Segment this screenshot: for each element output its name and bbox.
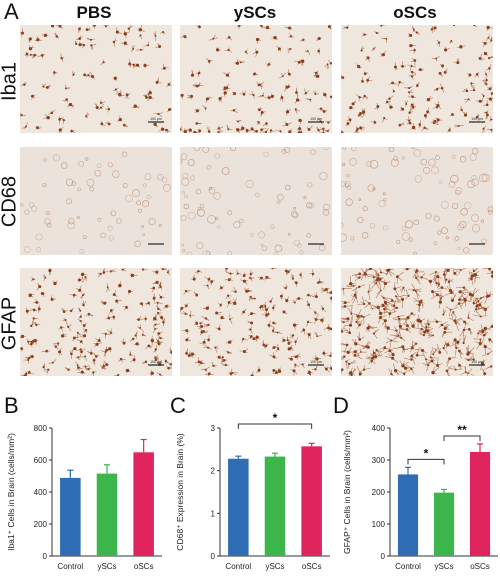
x-tick-label: Control xyxy=(225,562,251,571)
x-tick-label: ySCs xyxy=(434,562,453,571)
x-tick-label: ySCs xyxy=(97,562,116,571)
micrograph-gfap-pbs: 100 µm xyxy=(20,268,172,376)
y-tick-label: 2 xyxy=(211,467,216,476)
micrograph-cd68-yscs xyxy=(180,147,332,255)
y-axis-label: CD68⁺ Expression in Brain (%) xyxy=(175,433,185,551)
significance-label: * xyxy=(424,446,429,460)
y-tick-label: 3 xyxy=(211,424,216,433)
y-tick-label: 200 xyxy=(372,488,386,497)
significance-label: * xyxy=(273,411,278,425)
panel-label-b: B xyxy=(4,393,19,418)
micrograph-gfap-oscs: 100 µm xyxy=(341,268,493,376)
y-tick-label: 200 xyxy=(34,520,48,529)
bar-yscs xyxy=(433,492,455,556)
y-tick-label: 300 xyxy=(372,456,386,465)
x-tick-label: Control xyxy=(57,562,83,571)
significance-bracket xyxy=(407,458,445,465)
panel-label-a: A xyxy=(4,0,19,24)
x-tick-label: Control xyxy=(395,562,421,571)
bar-yscs xyxy=(264,456,286,556)
bar-control xyxy=(397,474,419,556)
row-header-iba1: Iba1 xyxy=(0,62,21,101)
x-tick-label: oSCs xyxy=(470,562,490,571)
chart-cd68: 0 1 2 3 CD68⁺ Expression in Brain (%) Control… xyxy=(175,411,330,571)
bar-oscs xyxy=(133,452,154,556)
chart-gfap: 0 100 200 300 400 GFAP⁺ Cells in Brain (cells… xyxy=(342,423,498,571)
y-tick-label: 600 xyxy=(34,456,48,465)
micrograph-iba1-oscs: 100 µm xyxy=(341,25,493,133)
micrograph-iba1-yscs: 100 µm xyxy=(180,25,332,133)
scale-bar-label: 100 µm xyxy=(150,360,162,364)
micrograph-iba1-pbs: 100 µm xyxy=(20,25,172,133)
micrograph-cd68-oscs xyxy=(341,147,493,255)
y-tick-label: 400 xyxy=(34,488,48,497)
chart-iba1: 0 200 400 600 800 Iba1⁺ Cells in Brain (cells… xyxy=(6,424,162,571)
column-header-pbs: PBS xyxy=(76,3,112,22)
row-header-gfap: GFAP xyxy=(0,296,21,351)
y-tick-label: 0 xyxy=(43,552,48,561)
bar-oscs xyxy=(301,446,322,556)
y-tick-label: 0 xyxy=(211,552,216,561)
significance-label: ** xyxy=(457,423,467,437)
bar-oscs xyxy=(469,452,491,556)
significance-bracket xyxy=(443,435,481,441)
scale-bar-label: 100 µm xyxy=(471,117,483,121)
y-tick-label: 100 xyxy=(372,520,386,529)
y-tick-label: 800 xyxy=(34,424,48,433)
row-header-cd68: CD68 xyxy=(0,175,21,228)
x-tick-label: oSCs xyxy=(134,562,154,571)
y-axis-label: Iba1⁺ Cells in Brain (cells/mm²) xyxy=(6,433,16,551)
x-tick-label: oSCs xyxy=(302,562,322,571)
y-axis-label: GFAP⁺ Cells in Brain (cells/mm²) xyxy=(342,430,352,554)
micrograph-gfap-yscs: 100 µm xyxy=(180,268,332,376)
column-header-oscs: oSCs xyxy=(393,3,437,22)
significance-bracket xyxy=(237,423,313,429)
column-header-yscs: ySCs xyxy=(233,3,277,22)
y-tick-label: 400 xyxy=(372,424,386,433)
y-tick-label: 1 xyxy=(211,509,216,518)
bar-control xyxy=(60,477,81,556)
bar-control xyxy=(228,458,249,556)
bar-yscs xyxy=(96,473,118,556)
panel-label-d: D xyxy=(333,393,349,418)
panel-label-c: C xyxy=(170,393,186,418)
x-tick-label: ySCs xyxy=(265,562,284,571)
scale-bar-label: 100 µm xyxy=(310,117,322,121)
scale-bar-label: 100 µm xyxy=(471,360,483,364)
micrograph-cd68-pbs xyxy=(20,147,172,255)
scale-bar-label: 100 µm xyxy=(150,117,162,121)
scale-bar-label: 100 µm xyxy=(310,360,322,364)
y-tick-label: 0 xyxy=(381,552,386,561)
